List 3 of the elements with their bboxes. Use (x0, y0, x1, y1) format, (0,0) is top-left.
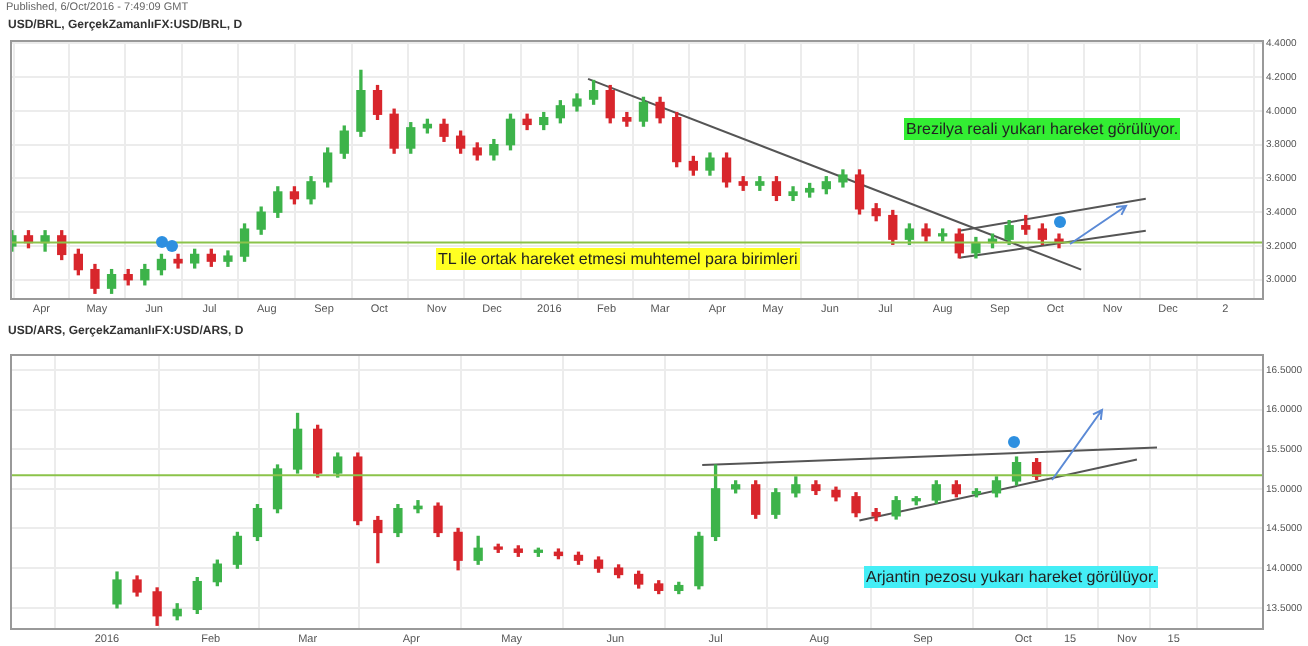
annotation: Brezilya reali yukarı hareket görülüyor. (904, 118, 1181, 140)
annotation: Arjantin pezosu yukarı hareket görülüyor. (864, 566, 1159, 588)
annotation: TL ile ortak hareket etmesi muhtemel para birimleri (436, 248, 800, 270)
